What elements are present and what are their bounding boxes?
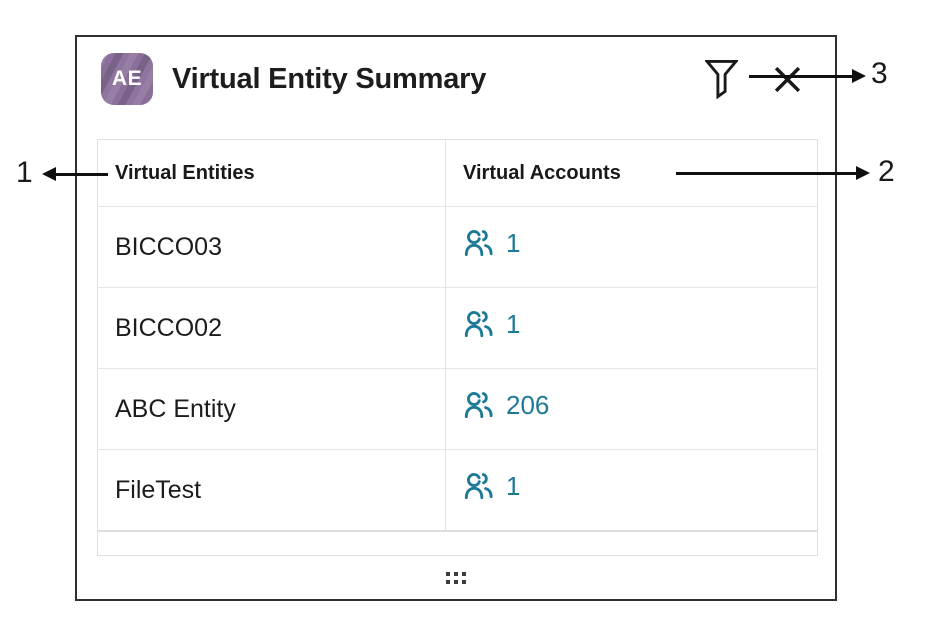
annotation-label-1: 1 (16, 156, 33, 189)
entity-name: BICCO03 (97, 206, 446, 288)
entity-name: BICCO02 (97, 287, 446, 369)
widget-actions (705, 58, 817, 100)
virtual-accounts-link[interactable]: 1 (463, 309, 520, 340)
people-icon (464, 392, 493, 419)
virtual-accounts-link[interactable]: 1 (463, 228, 520, 259)
virtual-entity-summary-widget: AE Virtual Entity Summary (75, 35, 837, 601)
close-icon (774, 66, 801, 92)
summary-table-wrap: Virtual Entities Virtual Accounts BICCO0… (97, 139, 818, 556)
entity-name: FileTest (97, 449, 446, 532)
annotation-arrow-1 (42, 167, 108, 181)
annotation-arrow-2 (676, 166, 870, 180)
table-row: BICCO02 1 (97, 287, 818, 369)
app-badge-label: AE (111, 67, 143, 90)
people-icon (464, 311, 493, 338)
drag-handle-icon[interactable] (446, 571, 466, 584)
table-row-partial (98, 531, 818, 556)
filter-icon (705, 60, 738, 100)
annotation-arrow-3 (749, 69, 866, 83)
account-count: 206 (506, 390, 550, 420)
account-count: 1 (506, 228, 521, 258)
column-header-virtual-entities: Virtual Entities (97, 139, 446, 207)
filter-button[interactable] (705, 58, 738, 100)
virtual-accounts-link[interactable]: 1 (463, 471, 520, 502)
widget-footer (77, 556, 835, 599)
people-icon (464, 230, 493, 257)
account-count: 1 (506, 309, 521, 339)
widget-header: AE Virtual Entity Summary (77, 37, 835, 105)
table-row: FileTest 1 (97, 449, 818, 532)
summary-table: Virtual Entities Virtual Accounts BICCO0… (97, 139, 818, 556)
virtual-accounts-link[interactable]: 206 (463, 390, 549, 421)
entity-name: ABC Entity (97, 368, 446, 450)
close-button[interactable] (772, 64, 803, 95)
ae-app-badge-icon: AE (101, 53, 153, 105)
account-count: 1 (506, 471, 521, 501)
people-icon (464, 473, 493, 500)
widget-title: Virtual Entity Summary (172, 62, 487, 95)
annotation-label-2: 2 (878, 155, 895, 188)
table-row: ABC Entity 206 (97, 368, 818, 450)
annotation-label-3: 3 (871, 57, 888, 90)
table-row: BICCO03 1 (97, 206, 818, 288)
